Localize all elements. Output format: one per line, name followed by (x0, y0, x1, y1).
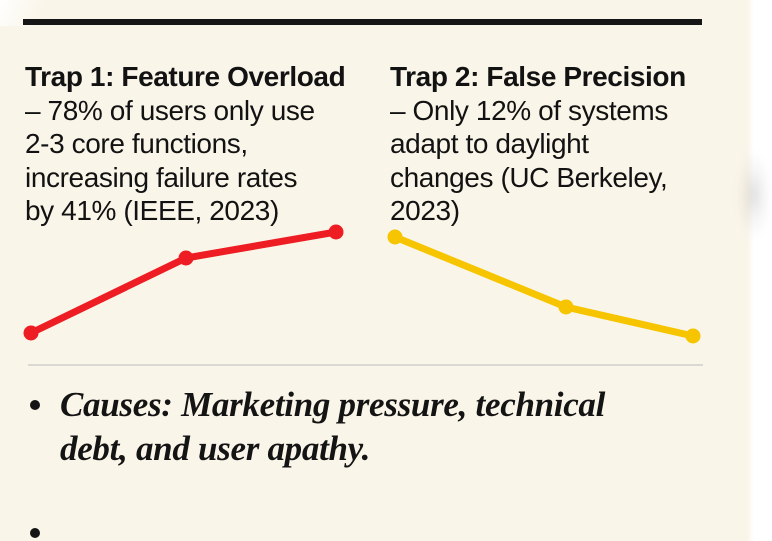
list-item (30, 511, 690, 538)
trap-2-body-line: adapt to daylight (390, 128, 589, 159)
trap-1-body-line: by 41% (IEEE, 2023) (25, 195, 279, 226)
trap-2-body-line: changes (UC Berkeley, (390, 161, 668, 193)
trap-2-heading: Trap 2: False Precision (390, 61, 686, 92)
section-divider (28, 364, 703, 366)
trap-1-body-line: 2-3 core functions, (25, 128, 248, 159)
column-trap-2: Trap 2: False Precision – Only 12% of sy… (390, 60, 720, 228)
trap-2-body-line: – Only 12% of systems (390, 94, 668, 126)
trap-1-body-line: increasing failure rates (25, 161, 298, 193)
trap-1-body-line: – 78% of users only use (25, 94, 315, 126)
bullet-text: Causes: Marketing pressure, technical de… (60, 385, 606, 468)
bullet-icon (30, 400, 40, 410)
column-trap-1: Trap 1: Feature Overload – 78% of users … (25, 60, 373, 228)
bullet-list: Causes: Marketing pressure, technical de… (30, 383, 690, 538)
bullet-icon (30, 528, 40, 538)
trap-1-heading: Trap 1: Feature Overload (25, 61, 346, 92)
trap-2-body-line: 2023) (390, 195, 460, 226)
top-rule (23, 19, 702, 25)
list-item: Causes: Marketing pressure, technical de… (30, 383, 690, 471)
page-right-edge (747, 0, 757, 541)
